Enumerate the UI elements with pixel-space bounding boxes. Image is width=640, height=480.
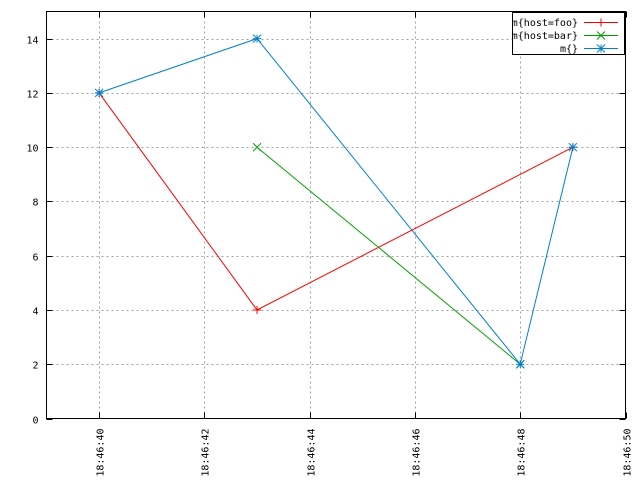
legend-box bbox=[512, 12, 625, 55]
y-tick-label: 0 bbox=[32, 416, 38, 427]
legend-label: m{host=foo} bbox=[512, 18, 578, 29]
axis-ticks: 0 2 4 6 8 10 12 14 18:46:40 18:46:42 18:46:44 18:46… bbox=[26, 11, 634, 477]
y-tick-label: 4 bbox=[32, 307, 38, 318]
series-layer bbox=[94, 34, 578, 369]
legend-swatch-marker bbox=[597, 18, 605, 27]
series-line bbox=[98, 38, 574, 366]
data-point bbox=[253, 305, 262, 314]
legend-marker-d2 bbox=[596, 31, 606, 40]
data-point bbox=[252, 142, 262, 152]
data-point bbox=[252, 34, 262, 43]
legend-label: m{} bbox=[560, 44, 578, 55]
series-1 bbox=[252, 142, 525, 369]
data-point bbox=[94, 88, 104, 98]
y-tick-label: 10 bbox=[26, 144, 38, 155]
data-point-marker-d2 bbox=[252, 142, 262, 152]
legend-swatch-marker bbox=[596, 31, 606, 40]
x-tick-label: 18:46:48 bbox=[517, 429, 528, 477]
legend-swatch-marker bbox=[596, 44, 606, 53]
data-point-marker-d2 bbox=[568, 142, 578, 152]
series-line bbox=[256, 146, 521, 365]
legend-marker-d2 bbox=[596, 44, 606, 53]
x-tick-label: 18:46:46 bbox=[412, 429, 423, 477]
x-tick-label: 18:46:50 bbox=[623, 429, 634, 477]
data-point-marker-d2 bbox=[252, 34, 262, 43]
y-tick-label: 8 bbox=[32, 198, 38, 209]
x-tick-label: 18:46:40 bbox=[96, 429, 107, 477]
data-point-marker-d2 bbox=[515, 359, 525, 369]
x-tick-label: 18:46:44 bbox=[307, 429, 318, 477]
legend: m{host=foo} m{host=bar} m{} bbox=[512, 12, 625, 55]
legend-label: m{host=bar} bbox=[512, 31, 578, 42]
data-point bbox=[568, 142, 578, 152]
series-2 bbox=[94, 34, 578, 369]
x-tick-label: 18:46:42 bbox=[201, 429, 212, 477]
data-point-marker-d2 bbox=[94, 88, 104, 98]
y-tick-label: 6 bbox=[32, 253, 38, 264]
y-tick-label: 2 bbox=[32, 361, 38, 372]
grid-lines bbox=[46, 11, 626, 419]
plot-area-frame bbox=[46, 11, 626, 419]
data-point bbox=[515, 359, 525, 369]
y-tick-label: 14 bbox=[26, 36, 38, 47]
y-tick-label: 12 bbox=[26, 90, 38, 101]
